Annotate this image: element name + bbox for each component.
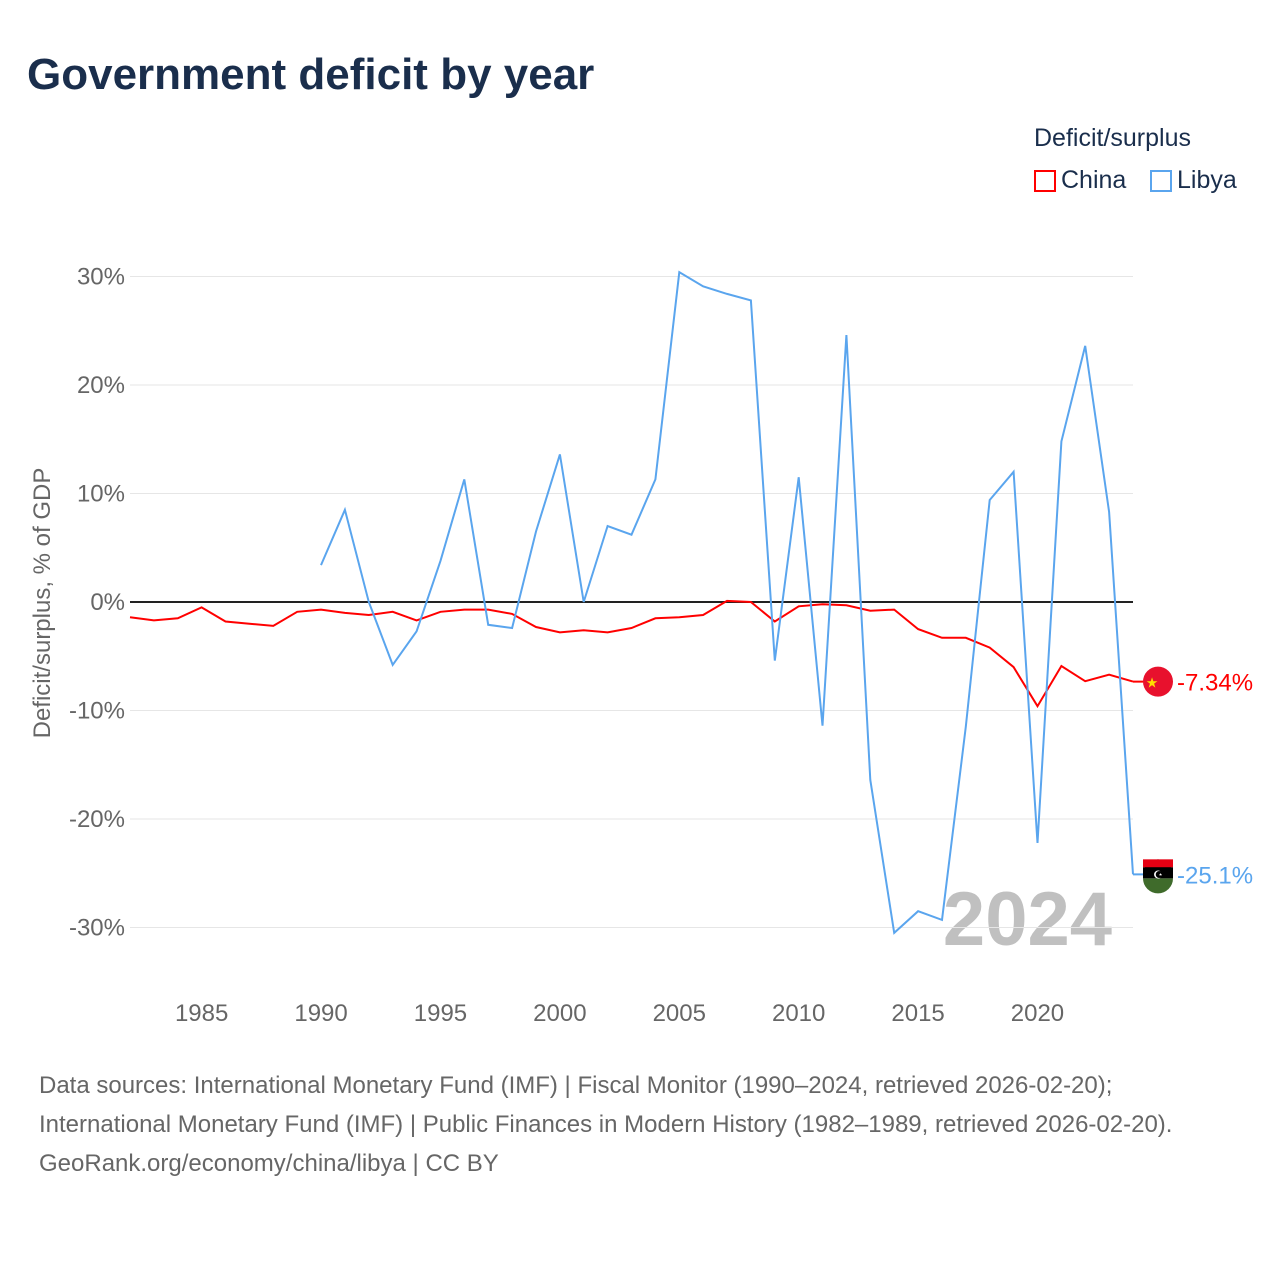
flag-star-icon: ★ bbox=[1146, 675, 1159, 691]
year-watermark: 2024 bbox=[943, 877, 1112, 962]
libya-flag-red bbox=[1143, 859, 1173, 868]
legend-title: Deficit/surplus bbox=[1034, 124, 1191, 152]
data-sources: Data sources: International Monetary Fun… bbox=[39, 1072, 1173, 1138]
libya-flag-green bbox=[1143, 878, 1174, 894]
china-flag-icon bbox=[1143, 666, 1173, 697]
y-tick-label: 10% bbox=[77, 481, 125, 508]
y-tick-label: -20% bbox=[69, 806, 125, 833]
legend-label-china: China bbox=[1061, 166, 1127, 194]
x-tick-label: 2020 bbox=[1011, 1000, 1064, 1027]
x-tick-label: 2005 bbox=[653, 1000, 706, 1027]
legend-label-libya: Libya bbox=[1177, 166, 1237, 194]
series-line-china bbox=[129, 599, 1134, 709]
y-tick-label: -10% bbox=[69, 698, 125, 725]
y-axis-label: Deficit/surplus, % of GDP bbox=[29, 468, 56, 739]
footer: Data sources: International Monetary Fun… bbox=[39, 1066, 1239, 1183]
x-tick-label: 2010 bbox=[772, 1000, 825, 1027]
end-value-label-china: -7.34% bbox=[1177, 670, 1253, 697]
y-tick-label: 0% bbox=[90, 589, 125, 616]
y-tick-label: 20% bbox=[77, 372, 125, 399]
line-chart: 2024 30% 20% 10% 0% -10% -20% -30% 1985 1990 1995 2… bbox=[29, 264, 1253, 1028]
libya-flag-black bbox=[1143, 867, 1173, 879]
x-tick-label: 2000 bbox=[533, 1000, 586, 1027]
x-tick-label: 2015 bbox=[891, 1000, 944, 1027]
chart-title: Government deficit by year bbox=[27, 50, 595, 99]
legend-swatch-libya bbox=[1150, 169, 1172, 192]
series-line-libya bbox=[320, 270, 1134, 935]
legend-item-libya[interactable]: Libya bbox=[1150, 166, 1237, 195]
y-tick-label: -30% bbox=[69, 915, 125, 942]
credit-link[interactable]: GeoRank.org/economy/china/libya | CC BY bbox=[39, 1150, 499, 1177]
crescent-icon: ☪ bbox=[1153, 869, 1163, 881]
legend-item-china[interactable]: China bbox=[1034, 166, 1126, 195]
x-tick-label: 1985 bbox=[175, 1000, 228, 1027]
y-tick-label: 30% bbox=[77, 264, 125, 291]
legend-swatch-china bbox=[1034, 169, 1056, 192]
x-tick-label: 1990 bbox=[294, 1000, 347, 1027]
end-value-label-libya: -25.1% bbox=[1177, 862, 1253, 889]
x-tick-label: 1995 bbox=[414, 1000, 467, 1027]
